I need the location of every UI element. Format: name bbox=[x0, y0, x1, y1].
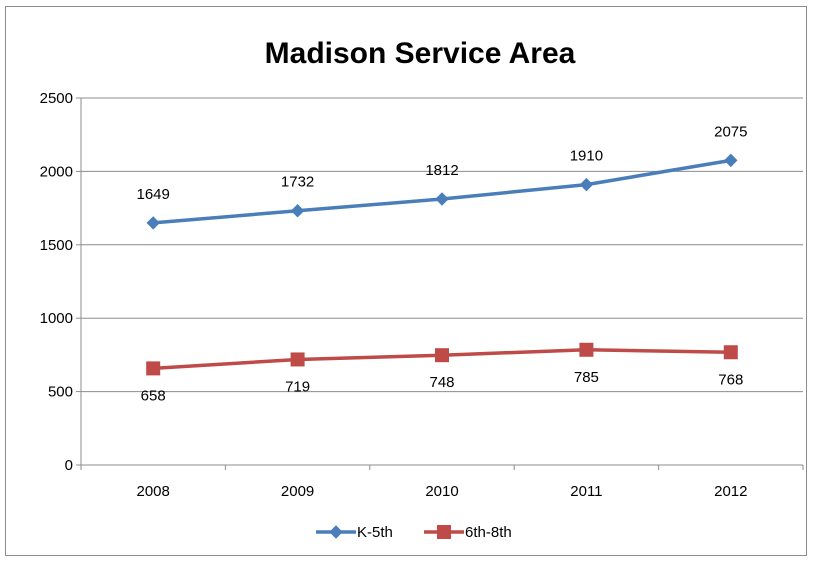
data-label-6th-8th: 748 bbox=[429, 374, 454, 391]
data-point-6th-8th bbox=[146, 361, 161, 376]
y-tick-label: 500 bbox=[48, 384, 73, 401]
series bbox=[146, 153, 738, 376]
legend-label-6th-8th: 6th-8th bbox=[465, 524, 512, 541]
data-labels: 1649 1732 1812 1910 2075 658 719 748 785 768 bbox=[137, 123, 748, 404]
y-tick-label: 1500 bbox=[40, 237, 73, 254]
data-point-6th-8th bbox=[290, 352, 305, 367]
x-tick-label: 2009 bbox=[281, 483, 314, 500]
data-point-k-5th bbox=[724, 153, 738, 168]
legend-marker-k-5th bbox=[329, 525, 343, 539]
x-tick-label: 2011 bbox=[570, 483, 602, 500]
data-label-k-5th: 1812 bbox=[425, 162, 458, 179]
data-label-6th-8th: 719 bbox=[285, 378, 310, 395]
gridlines bbox=[81, 97, 803, 393]
data-point-k-5th bbox=[146, 216, 160, 230]
y-tick-label: 2500 bbox=[40, 90, 73, 107]
y-tick-label: 2000 bbox=[40, 163, 73, 180]
data-point-6th-8th bbox=[723, 345, 738, 360]
data-label-k-5th: 1910 bbox=[570, 148, 603, 165]
axes: 0 500 1000 1500 2000 2500 2008 2009 2010 2011 2012 bbox=[40, 90, 804, 500]
data-label-6th-8th: 658 bbox=[141, 387, 166, 404]
x-tick-label: 2008 bbox=[137, 483, 170, 500]
line-chart: Madison Service Area 0 500 1000 1500 2000 250… bbox=[40, 37, 804, 541]
data-point-k-5th bbox=[579, 177, 594, 192]
data-label-k-5th: 1649 bbox=[137, 186, 170, 203]
data-label-k-5th: 1732 bbox=[281, 174, 314, 191]
legend-marker-6th-8th bbox=[437, 525, 451, 539]
data-point-k-5th bbox=[435, 192, 449, 206]
data-point-6th-8th bbox=[579, 342, 594, 357]
y-tick-label: 0 bbox=[65, 457, 73, 474]
x-tick-label: 2012 bbox=[714, 483, 747, 500]
data-point-k-5th bbox=[290, 204, 305, 218]
chart-frame: Madison Service Area 0 500 1000 1500 2000 250… bbox=[5, 6, 807, 556]
legend-label-k-5th: K-5th bbox=[357, 524, 393, 541]
data-label-6th-8th: 785 bbox=[574, 369, 599, 386]
data-label-6th-8th: 768 bbox=[718, 371, 743, 388]
data-label-k-5th: 2075 bbox=[714, 123, 747, 140]
legend: K-5th 6th-8th bbox=[316, 524, 512, 541]
chart-title: Madison Service Area bbox=[265, 37, 576, 70]
x-tick-label: 2010 bbox=[425, 483, 458, 500]
data-point-6th-8th bbox=[435, 348, 449, 363]
y-tick-label: 1000 bbox=[40, 310, 73, 327]
